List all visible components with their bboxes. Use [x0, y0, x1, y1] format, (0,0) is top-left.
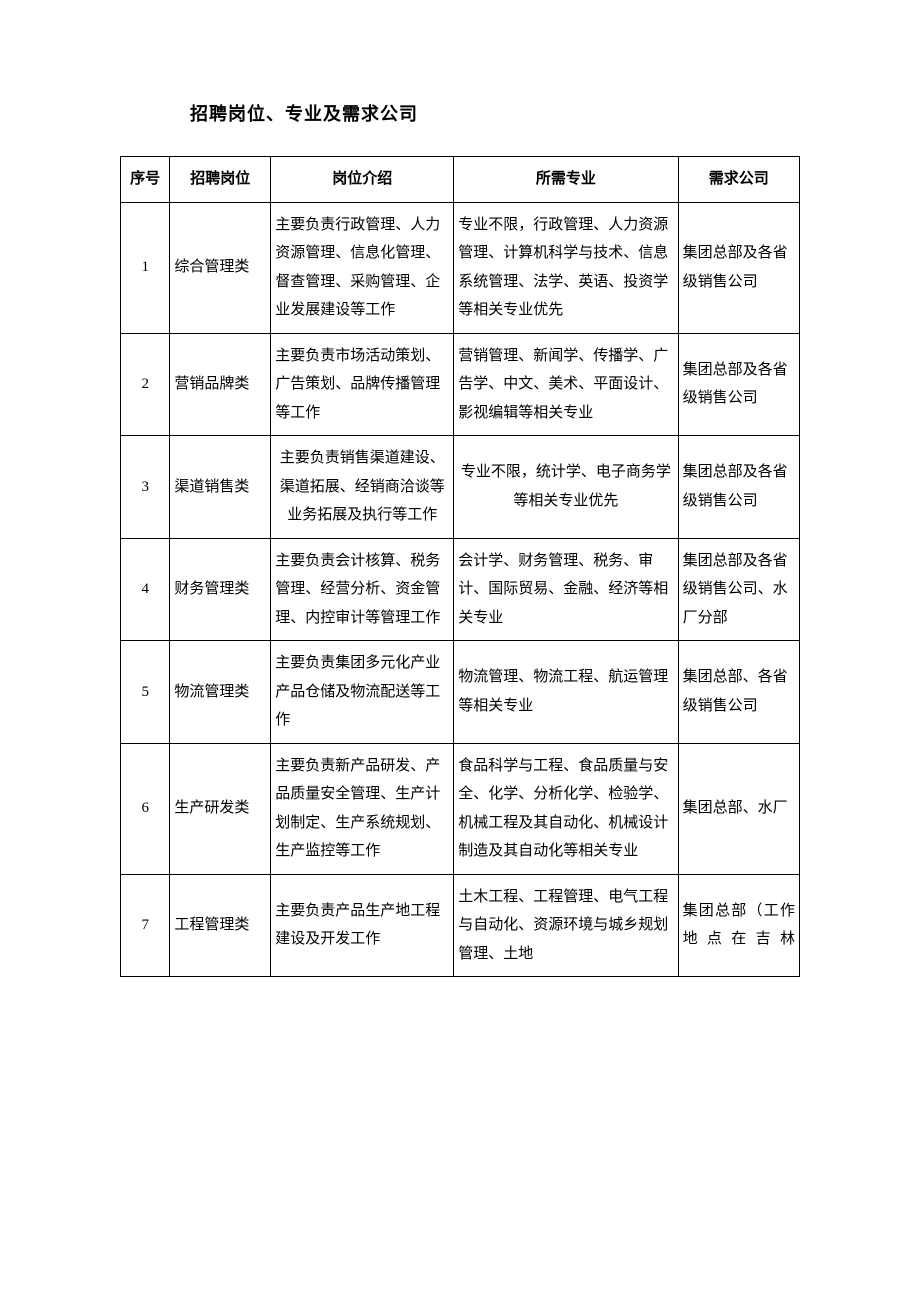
cell-major: 会计学、财务管理、税务、审计、国际贸易、金融、经济等相关专业 [454, 538, 678, 641]
cell-description: 主要负责销售渠道建设、渠道拓展、经销商洽谈等业务拓展及执行等工作 [271, 436, 454, 539]
cell-num: 2 [121, 333, 170, 436]
table-row: 2 营销品牌类 主要负责市场活动策划、广告策划、品牌传播管理等工作 营销管理、新… [121, 333, 800, 436]
table-row: 3 渠道销售类 主要负责销售渠道建设、渠道拓展、经销商洽谈等业务拓展及执行等工作… [121, 436, 800, 539]
table-header-row: 序号 招聘岗位 岗位介绍 所需专业 需求公司 [121, 157, 800, 203]
cell-major: 土木工程、工程管理、电气工程与自动化、资源环境与城乡规划管理、土地 [454, 874, 678, 977]
cell-description: 主要负责新产品研发、产品质量安全管理、生产计划制定、生产系统规划、生产监控等工作 [271, 743, 454, 874]
cell-company: 集团总部及各省级销售公司 [678, 333, 799, 436]
cell-description: 主要负责会计核算、税务管理、经营分析、资金管理、内控审计等管理工作 [271, 538, 454, 641]
cell-company: 集团总部、水厂 [678, 743, 799, 874]
cell-major: 物流管理、物流工程、航运管理等相关专业 [454, 641, 678, 744]
cell-company: 集团总部（工作地点在吉林 [678, 874, 799, 977]
table-row: 5 物流管理类 主要负责集团多元化产业产品仓储及物流配送等工作 物流管理、物流工… [121, 641, 800, 744]
cell-description: 主要负责市场活动策划、广告策划、品牌传播管理等工作 [271, 333, 454, 436]
cell-major: 食品科学与工程、食品质量与安全、化学、分析化学、检验学、机械工程及其自动化、机械… [454, 743, 678, 874]
cell-num: 5 [121, 641, 170, 744]
table-row: 6 生产研发类 主要负责新产品研发、产品质量安全管理、生产计划制定、生产系统规划… [121, 743, 800, 874]
table-row: 4 财务管理类 主要负责会计核算、税务管理、经营分析、资金管理、内控审计等管理工… [121, 538, 800, 641]
cell-position: 渠道销售类 [170, 436, 271, 539]
cell-company: 集团总部及各省级销售公司 [678, 436, 799, 539]
cell-num: 1 [121, 202, 170, 333]
header-num: 序号 [121, 157, 170, 203]
recruitment-table: 序号 招聘岗位 岗位介绍 所需专业 需求公司 1 综合管理类 主要负责行政管理、… [120, 156, 800, 977]
cell-position: 生产研发类 [170, 743, 271, 874]
table-row: 7 工程管理类 主要负责产品生产地工程建设及开发工作 土木工程、工程管理、电气工… [121, 874, 800, 977]
cell-num: 3 [121, 436, 170, 539]
cell-description: 主要负责行政管理、人力资源管理、信息化管理、督查管理、采购管理、企业发展建设等工… [271, 202, 454, 333]
cell-major: 专业不限，行政管理、人力资源管理、计算机科学与技术、信息系统管理、法学、英语、投… [454, 202, 678, 333]
header-description: 岗位介绍 [271, 157, 454, 203]
table-row: 1 综合管理类 主要负责行政管理、人力资源管理、信息化管理、督查管理、采购管理、… [121, 202, 800, 333]
cell-position: 工程管理类 [170, 874, 271, 977]
cell-position: 综合管理类 [170, 202, 271, 333]
cell-description: 主要负责集团多元化产业产品仓储及物流配送等工作 [271, 641, 454, 744]
header-major: 所需专业 [454, 157, 678, 203]
cell-position: 营销品牌类 [170, 333, 271, 436]
cell-num: 6 [121, 743, 170, 874]
cell-position: 物流管理类 [170, 641, 271, 744]
document-title: 招聘岗位、专业及需求公司 [190, 100, 800, 126]
header-position: 招聘岗位 [170, 157, 271, 203]
cell-major: 营销管理、新闻学、传播学、广告学、中文、美术、平面设计、影视编辑等相关专业 [454, 333, 678, 436]
cell-company: 集团总部及各省级销售公司 [678, 202, 799, 333]
cell-position: 财务管理类 [170, 538, 271, 641]
header-company: 需求公司 [678, 157, 799, 203]
cell-num: 4 [121, 538, 170, 641]
cell-company: 集团总部及各省级销售公司、水厂分部 [678, 538, 799, 641]
cell-company: 集团总部、各省级销售公司 [678, 641, 799, 744]
cell-description: 主要负责产品生产地工程建设及开发工作 [271, 874, 454, 977]
cell-num: 7 [121, 874, 170, 977]
cell-major: 专业不限，统计学、电子商务学等相关专业优先 [454, 436, 678, 539]
